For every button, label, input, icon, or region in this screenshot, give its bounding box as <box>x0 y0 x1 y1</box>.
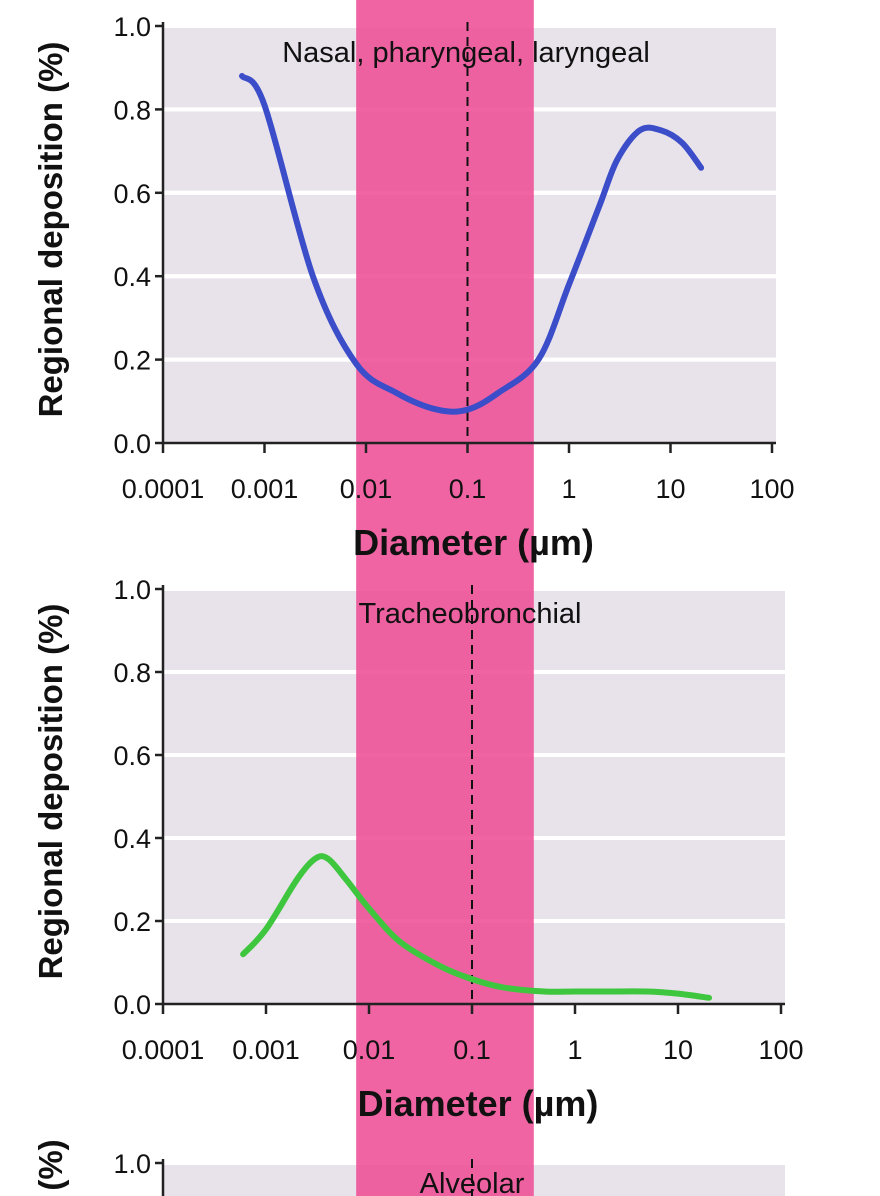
data-series <box>239 73 712 1001</box>
chart-text: 0.00.20.40.60.81.00.0001 0.001 0.01 0.1 1 10 1… <box>32 12 804 1196</box>
highlight-band <box>356 0 534 1196</box>
series-line-1 <box>239 73 705 415</box>
x-tick-label: 0.1 <box>449 474 487 504</box>
y-axis-title: Regional deposition (%) <box>32 604 69 980</box>
x-axis-title: Diameter (µm) <box>358 1083 599 1124</box>
reference-lines <box>466 22 473 1196</box>
panel-title: Alveolar <box>420 1168 525 1196</box>
highlight-band-rect <box>356 0 534 1196</box>
y-tick-label: 0.2 <box>113 346 151 376</box>
x-tick-label: 1 <box>567 1035 582 1065</box>
series-line-2 <box>240 853 712 1001</box>
x-tick-label: 0.0001 <box>122 474 205 504</box>
panel-title: Nasal, pharyngeal, laryngeal <box>282 37 650 69</box>
y-tick-label: 0.4 <box>113 262 151 292</box>
x-tick-label: 0.01 <box>340 474 393 504</box>
y-axis-title: Regional deposition (%) <box>32 42 69 418</box>
x-tick-label: 0.001 <box>231 474 299 504</box>
x-tick-label: 0.1 <box>453 1035 491 1065</box>
y-tick-label: 0.8 <box>113 95 151 125</box>
axes <box>155 22 785 1196</box>
y-tick-label: 0.0 <box>113 429 151 459</box>
y-tick-label: 0.8 <box>113 658 151 688</box>
x-axis-title: Diameter (µm) <box>353 522 594 563</box>
y-tick-label: 0.6 <box>113 741 151 771</box>
y-tick-label: 1.0 <box>113 1149 151 1179</box>
x-tick-label: 0.01 <box>343 1035 396 1065</box>
y-tick-label: 1.0 <box>113 575 151 605</box>
y-axis-title: (%) <box>32 1139 69 1190</box>
y-tick-label: 1.0 <box>113 12 151 42</box>
y-tick-label: 0.6 <box>113 179 151 209</box>
x-tick-label: 100 <box>758 1035 803 1065</box>
x-tick-label: 100 <box>749 474 794 504</box>
y-tick-label: 0.2 <box>113 907 151 937</box>
x-tick-label: 10 <box>663 1035 693 1065</box>
y-tick-label: 0.0 <box>113 990 151 1020</box>
x-tick-label: 0.001 <box>232 1035 300 1065</box>
x-tick-label: 1 <box>561 474 576 504</box>
panel-title: Tracheobronchial <box>359 598 582 630</box>
x-tick-label: 0.0001 <box>122 1035 205 1065</box>
x-tick-label: 10 <box>655 474 685 504</box>
y-tick-label: 0.4 <box>113 824 151 854</box>
